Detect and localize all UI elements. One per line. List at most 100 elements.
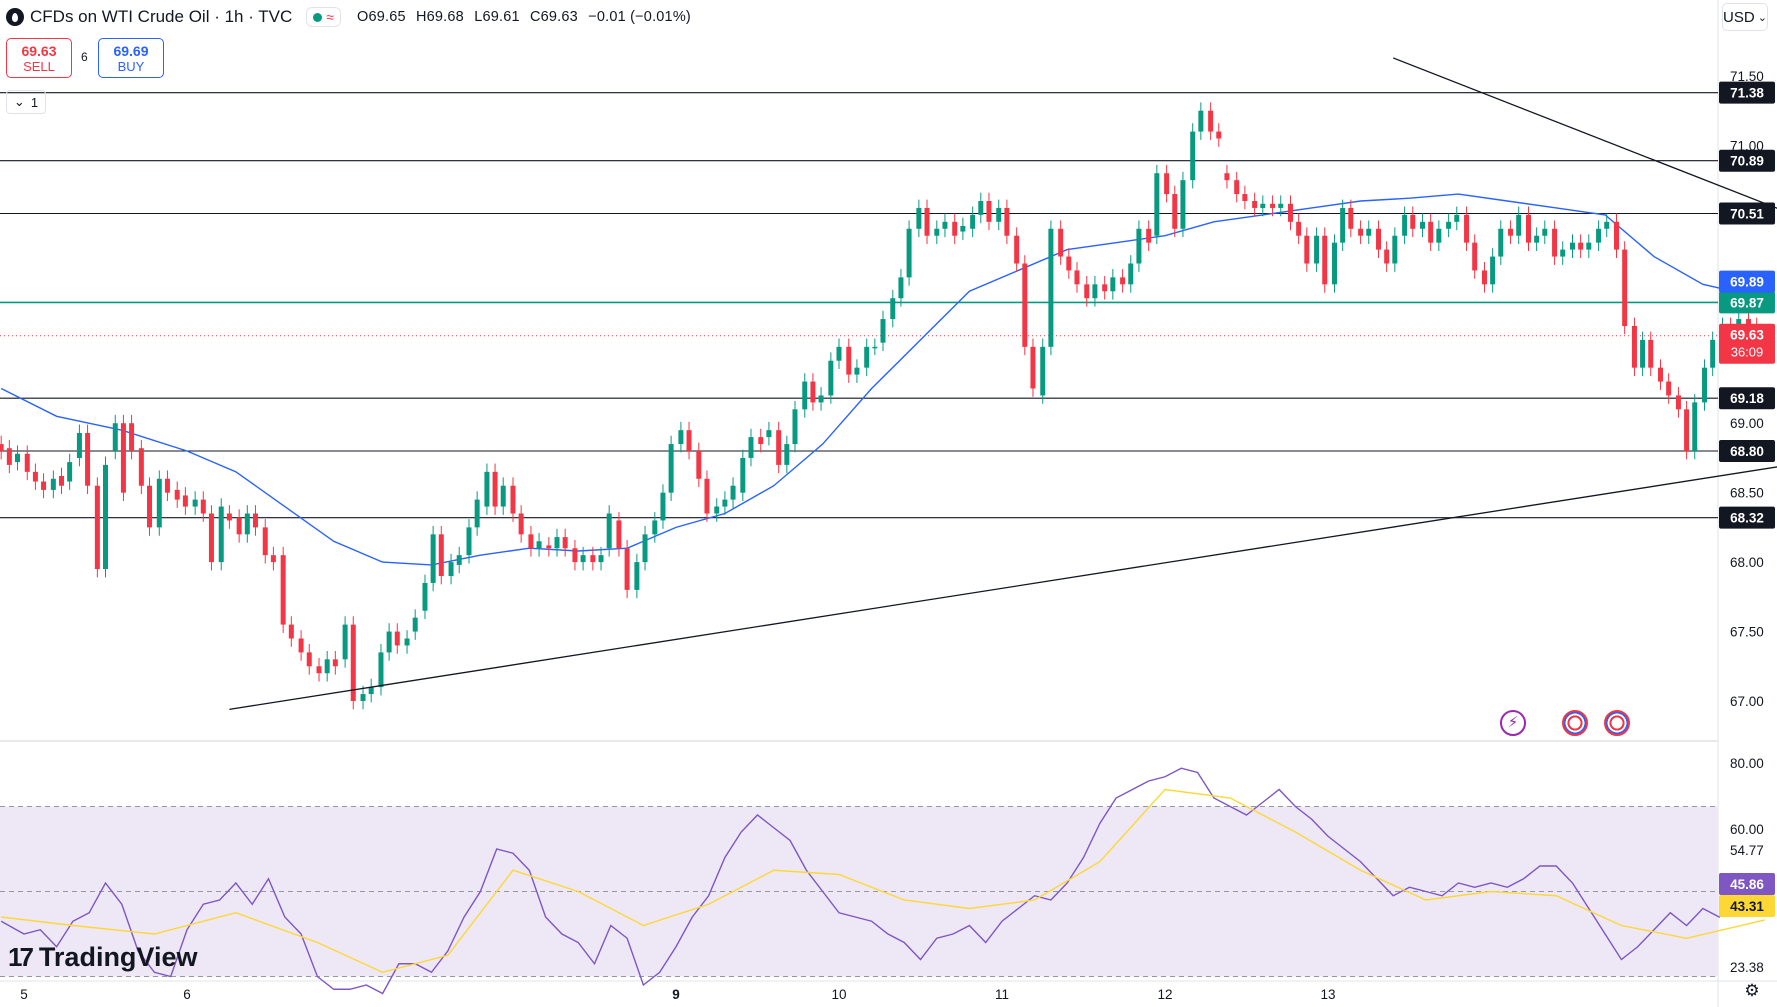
candle-body[interactable] bbox=[730, 485, 736, 500]
candle-body[interactable] bbox=[1074, 270, 1080, 285]
market-status[interactable]: ≈ bbox=[306, 7, 341, 27]
candle-body[interactable] bbox=[748, 437, 754, 458]
candle-body[interactable] bbox=[740, 457, 746, 493]
candle-body[interactable] bbox=[1384, 249, 1390, 264]
candle-body[interactable] bbox=[138, 448, 144, 486]
candle-body[interactable] bbox=[572, 548, 578, 563]
candle-body[interactable] bbox=[1631, 326, 1637, 368]
candle-body[interactable] bbox=[1586, 242, 1592, 250]
candle-body[interactable] bbox=[1666, 381, 1672, 396]
candle-body[interactable] bbox=[24, 453, 30, 472]
candle-body[interactable] bbox=[696, 451, 702, 479]
candle-body[interactable] bbox=[686, 430, 692, 451]
candle-body[interactable] bbox=[792, 409, 798, 445]
candle-body[interactable] bbox=[1358, 228, 1364, 236]
candle-body[interactable] bbox=[1348, 207, 1354, 229]
candle-body[interactable] bbox=[890, 298, 896, 320]
candle-body[interactable] bbox=[1172, 194, 1178, 229]
candle-body[interactable] bbox=[916, 207, 922, 229]
candle-body[interactable] bbox=[1402, 214, 1408, 236]
candle-body[interactable] bbox=[758, 437, 764, 445]
candle-body[interactable] bbox=[1710, 339, 1716, 368]
candle-body[interactable] bbox=[1180, 180, 1186, 229]
candle-body[interactable] bbox=[598, 555, 604, 563]
candle-body[interactable] bbox=[924, 207, 930, 236]
candle-body[interactable] bbox=[652, 520, 658, 535]
candle-body[interactable] bbox=[360, 694, 366, 701]
candle-body[interactable] bbox=[1048, 228, 1054, 347]
tradingview-logo[interactable]: 17 TradingView bbox=[8, 942, 197, 973]
candle-body[interactable] bbox=[1066, 256, 1072, 271]
candle-body[interactable] bbox=[6, 448, 12, 465]
candle-body[interactable] bbox=[1428, 221, 1434, 243]
candle-body[interactable] bbox=[1120, 277, 1126, 285]
candle-body[interactable] bbox=[147, 485, 153, 528]
sell-button[interactable]: 69.63 SELL bbox=[6, 38, 72, 78]
candle-body[interactable] bbox=[448, 562, 454, 576]
candle-body[interactable] bbox=[1278, 203, 1284, 208]
candle-body[interactable] bbox=[1252, 201, 1258, 208]
candle-body[interactable] bbox=[1648, 339, 1654, 368]
candle-body[interactable] bbox=[898, 277, 904, 299]
candle-body[interactable] bbox=[14, 453, 20, 463]
candle-body[interactable] bbox=[1366, 228, 1372, 236]
candle-body[interactable] bbox=[1332, 242, 1338, 285]
settings-gear-icon[interactable]: ⚙ bbox=[1744, 981, 1760, 1000]
candle-body[interactable] bbox=[580, 555, 586, 563]
candle-body[interactable] bbox=[244, 513, 250, 535]
candle-body[interactable] bbox=[430, 534, 436, 583]
candle-body[interactable] bbox=[1525, 214, 1531, 243]
candle-body[interactable] bbox=[828, 360, 834, 396]
candle-body[interactable] bbox=[32, 471, 38, 482]
candle-body[interactable] bbox=[1270, 203, 1276, 208]
candle-body[interactable] bbox=[1198, 110, 1204, 132]
candle-body[interactable] bbox=[1058, 228, 1064, 257]
candle-body[interactable] bbox=[606, 513, 612, 549]
candle-body[interactable] bbox=[456, 555, 462, 565]
candle-body[interactable] bbox=[996, 207, 1002, 222]
candle-body[interactable] bbox=[634, 562, 640, 590]
candle-body[interactable] bbox=[660, 492, 666, 521]
candle-body[interactable] bbox=[986, 201, 992, 222]
candle-body[interactable] bbox=[0, 444, 4, 451]
candle-body[interactable] bbox=[1102, 284, 1108, 292]
candle-body[interactable] bbox=[112, 423, 118, 451]
candle-body[interactable] bbox=[818, 395, 824, 403]
candle-body[interactable] bbox=[536, 541, 542, 549]
candle-body[interactable] bbox=[350, 624, 356, 701]
candle-body[interactable] bbox=[298, 638, 304, 653]
rsi-line[interactable] bbox=[0, 767, 1766, 995]
candle-body[interactable] bbox=[722, 499, 728, 507]
candle-body[interactable] bbox=[1542, 228, 1548, 236]
candle-body[interactable] bbox=[1208, 110, 1214, 132]
candle-body[interactable] bbox=[1560, 249, 1566, 257]
candle-body[interactable] bbox=[1190, 131, 1196, 181]
candle-body[interactable] bbox=[1022, 263, 1028, 347]
us-flag-event-icon[interactable] bbox=[1604, 710, 1630, 736]
candle-body[interactable] bbox=[438, 534, 444, 576]
candle-body[interactable] bbox=[324, 659, 330, 674]
candle-body[interactable] bbox=[262, 527, 268, 556]
candle-body[interactable] bbox=[422, 582, 428, 611]
candle-body[interactable] bbox=[484, 471, 490, 507]
candle-body[interactable] bbox=[1110, 277, 1116, 292]
candle-body[interactable] bbox=[252, 513, 258, 528]
candle-body[interactable] bbox=[466, 527, 472, 556]
candle-body[interactable] bbox=[76, 432, 82, 458]
candle-body[interactable] bbox=[120, 423, 126, 493]
candle-body[interactable] bbox=[1004, 207, 1010, 236]
candle-body[interactable] bbox=[1084, 284, 1090, 299]
candle-body[interactable] bbox=[394, 631, 400, 646]
candle-body[interactable] bbox=[1534, 235, 1540, 243]
candle-body[interactable] bbox=[952, 221, 958, 236]
candle-body[interactable] bbox=[880, 319, 886, 343]
candle-body[interactable] bbox=[960, 226, 966, 232]
candle-body[interactable] bbox=[1304, 235, 1310, 264]
currency-selector[interactable]: USD ⌄ bbox=[1722, 3, 1768, 31]
candle-body[interactable] bbox=[766, 430, 772, 438]
candle-body[interactable] bbox=[1014, 235, 1020, 264]
candle-body[interactable] bbox=[316, 666, 322, 674]
candle-body[interactable] bbox=[1490, 256, 1496, 285]
candle-body[interactable] bbox=[1136, 228, 1142, 264]
